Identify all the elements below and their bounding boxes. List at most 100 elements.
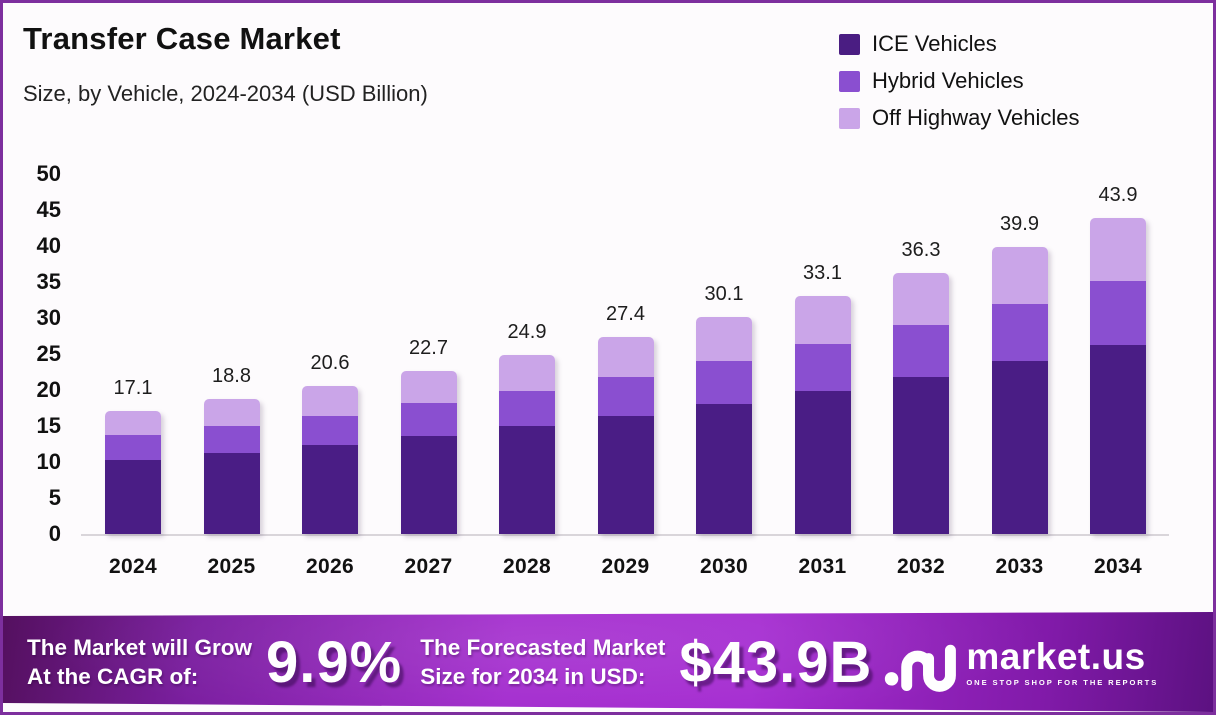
bar-segment-2032-ice-vehicles — [893, 377, 949, 534]
bar-segment-2025-hybrid-vehicles — [203, 426, 260, 453]
bar-value-2030: 30.1 — [704, 283, 744, 305]
bar-segment-2026-off-highway-vehicles — [302, 386, 358, 416]
bar-value-2025: 18.8 — [212, 365, 251, 387]
bar-value-2024: 17.1 — [113, 377, 153, 399]
y-tick-45: 45 — [36, 197, 61, 222]
y-tick-0: 0 — [48, 521, 61, 546]
bar-value-2031: 33.1 — [803, 262, 842, 284]
bar-segment-2024-off-highway-vehicles — [105, 411, 161, 436]
bar-2033 — [991, 247, 1048, 534]
x-tick-2029: 2029 — [601, 555, 650, 578]
page-title: Transfer Case Market — [23, 21, 341, 56]
x-tick-2026: 2026 — [306, 555, 354, 578]
legend-swatch — [839, 107, 860, 129]
bar-segment-2028-off-highway-vehicles — [499, 355, 555, 391]
y-tick-15: 15 — [36, 413, 61, 438]
page-subtitle: Size, by Vehicle, 2024-2034 (USD Billion… — [23, 81, 428, 106]
bar-segment-2024-hybrid-vehicles — [105, 435, 161, 460]
bar-2027 — [400, 371, 457, 534]
x-axis-line — [81, 534, 1169, 536]
x-tick-2033: 2033 — [995, 555, 1044, 578]
forecast-value: $43.9B — [679, 629, 873, 695]
bar-2029 — [597, 337, 654, 534]
forecast-label-line2: Size for 2034 in USD: — [420, 664, 646, 689]
chart-legend: ICE Vehicles Hybrid Vehicles Off Highway V… — [839, 31, 1079, 131]
bar-segment-2025-ice-vehicles — [203, 452, 260, 534]
brand-tagline: ONE STOP SHOP FOR THE REPORTS — [966, 677, 1159, 687]
bar-segment-2030-off-highway-vehicles — [696, 317, 752, 361]
bar-2031 — [794, 296, 851, 534]
forecast-label: The Forecasted Market Size for 2034 in U… — [420, 633, 665, 692]
bar-segment-2033-hybrid-vehicles — [991, 303, 1048, 362]
bar-segment-2032-hybrid-vehicles — [893, 324, 949, 378]
bar-segment-2028-hybrid-vehicles — [499, 391, 555, 427]
bar-segment-2032-off-highway-vehicles — [893, 273, 949, 325]
bar-segment-2034-off-highway-vehicles — [1090, 218, 1146, 282]
bar-segment-2027-ice-vehicles — [400, 435, 457, 534]
bar-value-2028: 24.9 — [507, 321, 547, 343]
bar-2024 — [105, 411, 161, 534]
bar-2032 — [893, 273, 949, 534]
bar-segment-2025-off-highway-vehicles — [203, 399, 260, 427]
bar-segment-2029-hybrid-vehicles — [597, 376, 654, 417]
y-tick-20: 20 — [36, 377, 61, 402]
x-tick-2030: 2030 — [700, 555, 748, 578]
legend-item-0: ICE Vehicles — [839, 31, 1079, 57]
footer-banner: The Market will Grow At the CAGR of: 9.9… — [3, 612, 1213, 712]
bar-segment-2031-ice-vehicles — [794, 391, 851, 534]
bar-value-2034: 43.9 — [1098, 184, 1138, 206]
x-tick-2032: 2032 — [897, 555, 945, 578]
bar-value-2029: 27.4 — [606, 303, 645, 325]
bar-segment-2027-hybrid-vehicles — [400, 403, 457, 436]
bar-segment-2034-hybrid-vehicles — [1090, 281, 1146, 345]
bar-segment-2029-off-highway-vehicles — [597, 337, 654, 377]
y-tick-30: 30 — [36, 305, 61, 330]
legend-item-1: Hybrid Vehicles — [839, 68, 1079, 94]
cagr-label: The Market will Grow At the CAGR of: — [27, 633, 252, 692]
y-tick-40: 40 — [36, 233, 61, 258]
legend-item-2: Off Highway Vehicles — [839, 105, 1079, 131]
bar-segment-2030-ice-vehicles — [696, 404, 752, 534]
bar-2026 — [302, 386, 358, 534]
y-tick-35: 35 — [36, 269, 61, 294]
forecast-label-line1: The Forecasted Market — [420, 634, 666, 660]
legend-swatch — [839, 70, 860, 92]
bar-segment-2028-ice-vehicles — [499, 426, 555, 534]
bar-segment-2033-off-highway-vehicles — [991, 247, 1048, 304]
bar-segment-2027-off-highway-vehicles — [400, 371, 457, 404]
x-tick-2027: 2027 — [404, 555, 453, 578]
cagr-value: 9.9% — [266, 629, 403, 695]
cagr-label-line1: The Market will Grow — [27, 634, 253, 660]
y-tick-50: 50 — [36, 161, 61, 186]
cagr-label-line2: At the CAGR of: — [27, 664, 199, 689]
marketus-logo-mark — [884, 631, 958, 693]
brand-name: market.us — [966, 635, 1146, 677]
bar-2034 — [1090, 218, 1146, 534]
bar-segment-2029-ice-vehicles — [597, 416, 654, 534]
bar-value-2027: 22.7 — [409, 337, 448, 359]
x-tick-2031: 2031 — [798, 555, 847, 578]
brand-text: market.us ONE STOP SHOP FOR THE REPORTS — [966, 638, 1158, 687]
marketus-brand: market.us ONE STOP SHOP FOR THE REPORTS — [884, 631, 1158, 693]
bar-segment-2031-hybrid-vehicles — [794, 343, 851, 392]
bar-segment-2024-ice-vehicles — [105, 459, 161, 534]
y-tick-25: 25 — [36, 341, 61, 366]
legend-swatch — [839, 33, 860, 55]
legend-label: Off Highway Vehicles — [872, 105, 1080, 130]
x-tick-2028: 2028 — [503, 555, 551, 578]
legend-label: Hybrid Vehicles — [872, 68, 1024, 93]
y-tick-5: 5 — [48, 485, 61, 510]
bar-segment-2026-ice-vehicles — [302, 445, 358, 534]
bar-segment-2026-hybrid-vehicles — [302, 415, 358, 446]
y-tick-10: 10 — [36, 449, 61, 474]
bar-value-2026: 20.6 — [310, 352, 350, 374]
bar-segment-2031-off-highway-vehicles — [794, 296, 851, 344]
bar-value-2032: 36.3 — [901, 239, 941, 261]
legend-label: ICE Vehicles — [872, 31, 997, 56]
x-tick-2025: 2025 — [207, 555, 256, 578]
x-tick-2034: 2034 — [1094, 555, 1142, 578]
x-tick-2024: 2024 — [109, 555, 157, 578]
bar-segment-2030-hybrid-vehicles — [696, 360, 752, 405]
bar-2030 — [696, 317, 752, 534]
bar-value-2033: 39.9 — [1000, 213, 1039, 235]
